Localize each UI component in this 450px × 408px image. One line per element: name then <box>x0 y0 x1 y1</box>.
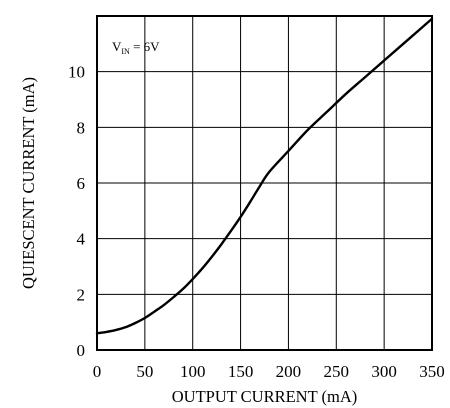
x-tick-label: 50 <box>136 362 153 381</box>
vin-annotation-subscript: IN <box>121 47 130 56</box>
x-tick-label: 250 <box>324 362 350 381</box>
y-tick-label: 2 <box>77 285 86 304</box>
y-tick-label: 6 <box>77 174 86 193</box>
x-tick-label: 350 <box>419 362 445 381</box>
x-tick-labels: 0 50 100 150 200 250 300 350 <box>93 362 445 381</box>
x-axis-title: OUTPUT CURRENT (mA) <box>172 387 357 406</box>
x-tick-label: 150 <box>228 362 254 381</box>
y-tick-label: 4 <box>77 230 86 249</box>
vin-annotation: VIN = 6V <box>112 39 160 56</box>
plot-frame <box>96 15 433 351</box>
x-tick-label: 100 <box>180 362 206 381</box>
y-tick-labels: 0 2 4 6 8 10 <box>68 63 86 360</box>
x-tick-label: 0 <box>93 362 102 381</box>
x-tick-label: 200 <box>276 362 302 381</box>
y-tick-label: 0 <box>77 341 86 360</box>
series-line <box>95 17 434 335</box>
y-tick-label: 10 <box>68 63 85 82</box>
y-tick-label: 8 <box>77 118 86 137</box>
vin-annotation-main: V <box>112 39 122 54</box>
x-tick-label: 300 <box>371 362 397 381</box>
grid-lines <box>97 16 432 350</box>
y-axis-title: QUIESCENT CURRENT (mA) <box>19 77 38 289</box>
vin-annotation-rest: = 6V <box>130 39 160 54</box>
